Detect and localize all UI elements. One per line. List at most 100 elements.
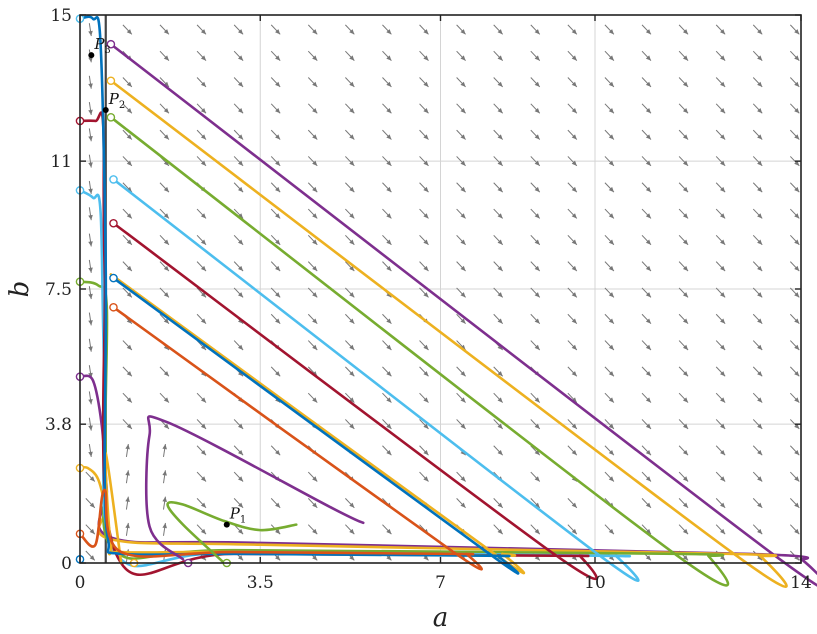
vector-arrow-309 — [604, 156, 615, 167]
vector-arrow-258 — [530, 392, 541, 403]
vector-arrow-216 — [456, 392, 466, 403]
vector-arrow-80 — [196, 103, 207, 114]
vector-arrow-269 — [530, 103, 541, 114]
vector-arrow-88 — [233, 445, 244, 456]
vector-arrow-56 — [159, 182, 170, 193]
vector-arrow-307 — [604, 208, 615, 219]
vector-arrow-328 — [641, 208, 652, 219]
vector-arrow-335 — [641, 24, 652, 35]
vector-arrow-361 — [715, 445, 726, 456]
vector-arrow-227 — [456, 103, 466, 114]
vector-arrow-311 — [604, 103, 615, 114]
trajectory-4 — [78, 111, 598, 581]
vector-arrow-62 — [159, 24, 170, 35]
vector-arrow-275 — [567, 498, 578, 509]
start-marker-2 — [106, 112, 116, 122]
vector-arrow-305 — [604, 261, 615, 272]
vector-arrow-251 — [493, 24, 504, 35]
vector-arrow-141 — [307, 156, 318, 167]
vector-arrow-356 — [678, 24, 689, 35]
vector-arrow-347 — [678, 261, 689, 272]
vector-arrow-9 — [88, 312, 93, 326]
vector-arrow-324 — [641, 313, 652, 325]
vector-arrow-95 — [233, 261, 244, 272]
vector-arrow-123 — [270, 77, 281, 88]
vector-arrow-66 — [196, 471, 207, 482]
vector-arrow-362 — [715, 419, 726, 430]
vector-arrow-165 — [345, 77, 355, 88]
vector-arrow-329 — [641, 182, 652, 193]
vector-arrow-385 — [752, 366, 763, 377]
vector-arrow-332 — [641, 103, 652, 114]
vector-arrow-263 — [530, 261, 541, 272]
vector-arrow-379 — [752, 524, 763, 535]
vector-arrow-183 — [382, 156, 392, 167]
vector-arrow-236 — [493, 419, 504, 430]
vector-arrow-145 — [307, 50, 318, 61]
vector-arrow-102 — [233, 77, 244, 88]
vector-arrow-408 — [789, 313, 800, 325]
vector-arrow-217 — [456, 366, 466, 377]
vector-arrow-298 — [604, 445, 615, 456]
vector-arrow-53 — [159, 261, 170, 272]
vector-arrow-14 — [88, 180, 93, 194]
vector-arrow-342 — [678, 392, 689, 403]
vector-arrow-172 — [382, 445, 392, 456]
vector-arrow-266 — [530, 182, 541, 193]
vector-arrow-340 — [678, 445, 689, 456]
vector-arrow-46 — [162, 443, 167, 457]
vector-arrow-218 — [456, 340, 466, 351]
vector-arrow-354 — [678, 77, 689, 88]
vector-arrow-15 — [88, 154, 93, 168]
vector-arrow-193 — [419, 445, 429, 456]
vector-arrow-122 — [270, 103, 281, 114]
point-label: P1 — [229, 505, 246, 526]
vector-arrow-177 — [382, 313, 392, 325]
vector-arrow-99 — [233, 156, 244, 167]
vector-arrow-256 — [530, 445, 541, 456]
vector-arrow-244 — [493, 208, 504, 219]
vector-arrow-295 — [604, 524, 615, 535]
vector-arrow-242 — [493, 261, 504, 272]
vector-arrow-12 — [88, 233, 93, 247]
vector-arrow-380 — [752, 498, 763, 509]
vector-arrow-375 — [715, 77, 726, 88]
vector-arrow-248 — [493, 103, 504, 114]
vector-arrow-272 — [530, 24, 541, 35]
vector-arrow-414 — [789, 156, 800, 167]
vector-arrow-52 — [159, 287, 170, 298]
vector-arrow-207 — [419, 77, 429, 88]
start-marker-5 — [109, 273, 118, 283]
vector-arrow-109 — [270, 445, 281, 456]
vector-arrow-398 — [752, 24, 763, 35]
vector-arrow-230 — [456, 24, 466, 35]
vector-arrow-176 — [382, 340, 392, 351]
vector-arrow-240 — [493, 313, 504, 325]
vector-arrow-119 — [270, 182, 281, 193]
vector-arrow-98 — [233, 182, 244, 193]
vector-arrow-73 — [196, 287, 207, 298]
vector-arrow-277 — [567, 445, 578, 456]
vector-arrow-20 — [88, 23, 93, 37]
vector-arrow-374 — [715, 103, 726, 114]
vector-arrow-213 — [456, 471, 466, 482]
vector-arrow-285 — [567, 234, 578, 246]
vector-arrow-376 — [715, 50, 726, 61]
vector-arrow-264 — [530, 234, 541, 246]
vector-arrow-187 — [382, 50, 392, 61]
vector-arrow-11 — [88, 259, 93, 273]
vector-arrow-348 — [678, 234, 689, 246]
vector-arrow-1 — [85, 524, 96, 535]
vector-arrow-100 — [233, 129, 244, 140]
vector-arrow-238 — [493, 366, 504, 377]
vector-arrow-182 — [382, 182, 392, 193]
vector-arrow-349 — [678, 208, 689, 219]
vector-arrow-392 — [752, 182, 763, 193]
vector-arrow-345 — [678, 313, 689, 325]
vector-arrow-262 — [530, 287, 541, 298]
vector-arrow-249 — [493, 77, 504, 88]
vector-arrow-253 — [530, 524, 541, 535]
vector-arrow-81 — [196, 77, 207, 88]
vector-arrow-235 — [493, 445, 504, 456]
vector-arrow-404 — [789, 419, 800, 430]
